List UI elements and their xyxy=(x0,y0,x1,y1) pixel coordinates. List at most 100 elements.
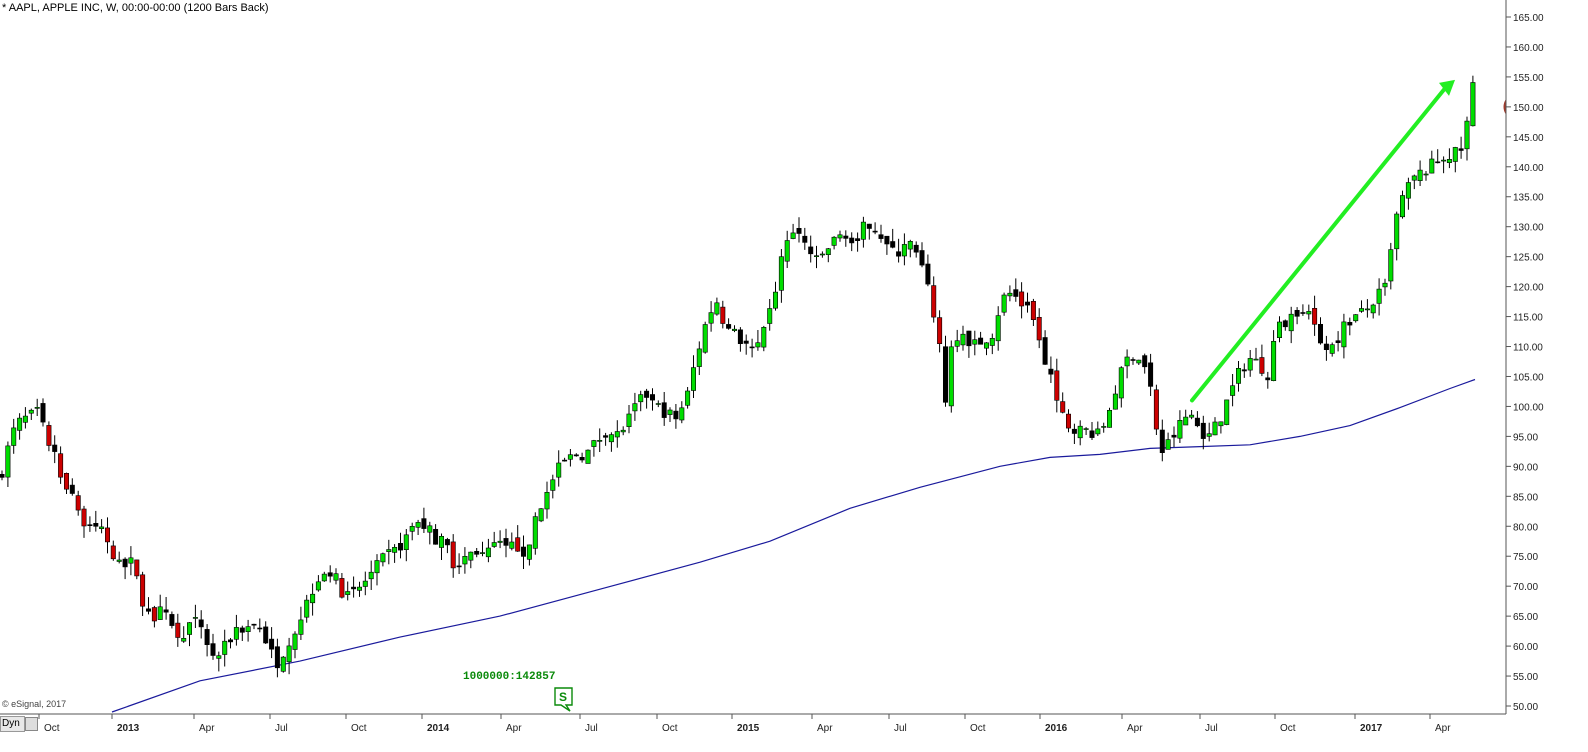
candle-body xyxy=(169,614,175,626)
candle-body xyxy=(198,619,204,628)
candle-body xyxy=(462,555,468,565)
candle-body xyxy=(520,546,526,557)
candle-body xyxy=(1236,367,1242,384)
candle-body xyxy=(626,413,632,427)
candle-body xyxy=(17,417,23,431)
candle-body xyxy=(591,440,597,447)
candle-body xyxy=(1042,337,1048,365)
candle-body xyxy=(58,453,64,478)
candle-body xyxy=(532,516,538,549)
candle-body xyxy=(1353,314,1359,322)
y-tick-label: 110.00 xyxy=(1513,343,1543,354)
candle-body xyxy=(1241,369,1247,372)
candle-body xyxy=(1441,159,1447,162)
candle-body xyxy=(731,328,737,331)
y-tick-label: 55.00 xyxy=(1513,672,1538,683)
candle-body xyxy=(81,508,87,527)
dyn-button[interactable]: Dyn xyxy=(0,716,25,732)
split-label: 1000000:142857 xyxy=(463,671,556,683)
candle-body xyxy=(5,445,11,478)
candle-body xyxy=(1294,309,1300,317)
candle-body xyxy=(907,241,913,250)
candle-body xyxy=(1282,320,1288,328)
candle-body xyxy=(1446,159,1452,164)
candle-body xyxy=(679,407,685,421)
candle-body xyxy=(714,302,720,315)
candle-body xyxy=(122,558,128,568)
candle-body xyxy=(726,324,732,329)
candle-body xyxy=(1048,368,1054,375)
candle-body xyxy=(872,230,878,233)
candle-body xyxy=(825,248,831,255)
candle-body xyxy=(1036,316,1042,341)
x-tick-label: Jul xyxy=(275,723,288,734)
x-tick-label: Jul xyxy=(894,723,907,734)
candle-body xyxy=(913,244,919,253)
candle-body xyxy=(362,580,368,587)
candle-body xyxy=(919,250,925,266)
candle-body xyxy=(315,581,321,591)
candle-body xyxy=(491,542,497,547)
candle-body xyxy=(978,337,984,345)
candle-body xyxy=(286,645,292,663)
candle-body xyxy=(450,541,456,569)
candle-body xyxy=(896,251,902,257)
candle-body xyxy=(321,573,327,582)
candle-body xyxy=(210,643,216,656)
candle-body xyxy=(69,484,75,494)
y-tick-label: 75.00 xyxy=(1513,552,1538,563)
candle-body xyxy=(1130,359,1136,361)
candle-body xyxy=(620,429,626,433)
candle-body xyxy=(1271,340,1277,381)
y-tick-label: 50.00 xyxy=(1513,702,1538,713)
candle-body xyxy=(538,508,544,522)
candle-body xyxy=(421,518,427,529)
candle-body xyxy=(884,235,890,245)
candle-body xyxy=(181,637,187,642)
candle-body xyxy=(1060,401,1066,413)
candle-body xyxy=(1054,370,1060,401)
lock-icon[interactable] xyxy=(25,717,38,731)
candle-body xyxy=(603,435,609,438)
candle-body xyxy=(386,549,392,553)
candle-body xyxy=(1382,282,1388,288)
candle-body xyxy=(175,622,181,638)
candle-body xyxy=(1323,343,1329,350)
x-tick-label: Apr xyxy=(1435,723,1451,734)
candle-body xyxy=(345,591,351,595)
candle-body xyxy=(948,346,954,407)
candle-body xyxy=(433,528,439,545)
candle-body xyxy=(1189,414,1195,418)
candle-body xyxy=(22,415,28,423)
candle-body xyxy=(597,439,603,442)
candle-body xyxy=(263,626,269,644)
x-tick-label: 2016 xyxy=(1045,723,1068,734)
candle-body xyxy=(966,330,972,347)
candle-body xyxy=(1376,288,1382,304)
candle-body xyxy=(790,232,796,239)
candle-body xyxy=(497,540,503,543)
candle-body xyxy=(409,525,415,532)
candle-body xyxy=(1148,362,1154,387)
x-tick-label: Oct xyxy=(44,723,60,734)
y-tick-label: 115.00 xyxy=(1513,313,1543,324)
candle-body xyxy=(515,537,521,552)
candle-body xyxy=(163,609,169,613)
candle-body xyxy=(392,546,398,553)
candle-body xyxy=(128,557,134,564)
candle-body xyxy=(931,285,937,318)
candle-body xyxy=(1206,433,1212,437)
candle-body xyxy=(280,656,286,672)
candle-body xyxy=(1364,308,1370,311)
candle-body xyxy=(1030,300,1036,320)
y-tick-label: 155.00 xyxy=(1513,73,1544,84)
candle-body xyxy=(708,312,714,324)
candle-body xyxy=(1306,311,1312,315)
x-tick-label: Jul xyxy=(1205,723,1218,734)
candle-body xyxy=(772,291,778,309)
candle-body xyxy=(146,608,152,612)
candle-body xyxy=(380,553,386,563)
split-marker-icon xyxy=(554,687,573,712)
